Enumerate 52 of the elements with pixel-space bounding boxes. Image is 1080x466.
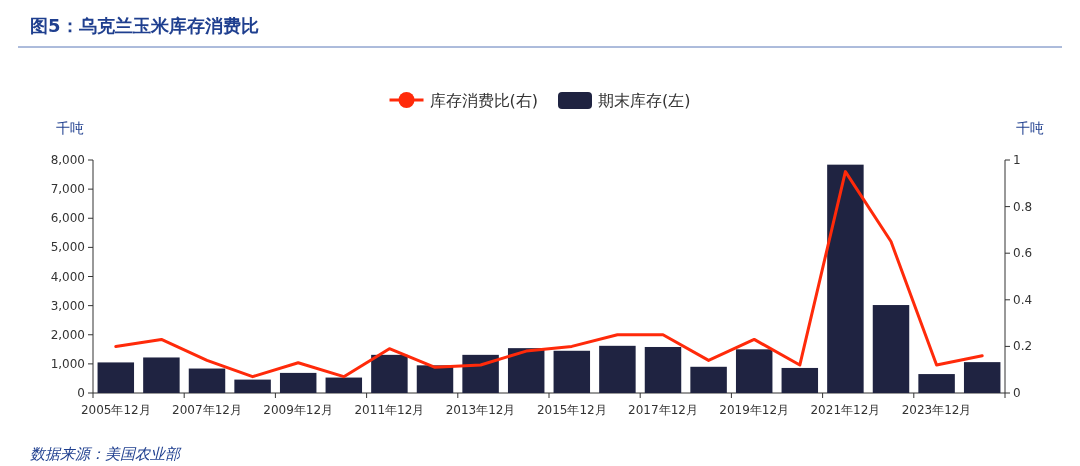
bar: [188, 368, 226, 393]
y-tick-label: 8,000: [50, 153, 85, 167]
x-tick-label: 2021年12月: [810, 403, 881, 417]
bar: [918, 374, 955, 393]
y-tick-label: 3,000: [50, 298, 85, 313]
y2-tick-label: 0.4: [1013, 292, 1033, 307]
bar: [371, 354, 408, 393]
y2-axis-title: 千吨: [1016, 120, 1044, 136]
bar: [143, 357, 180, 393]
x-tick-label: 2023年12月: [901, 403, 972, 417]
y-tick-label: 1,000: [50, 356, 85, 371]
x-tick-label: 2017年12月: [628, 403, 698, 417]
y-tick-label: 0: [77, 386, 85, 400]
bar: [234, 379, 271, 393]
x-tick-label: 2009年12月: [263, 403, 334, 417]
bar: [690, 366, 727, 393]
bar: [872, 305, 910, 393]
y2-tick-label: 1: [1013, 153, 1021, 167]
bar: [325, 377, 363, 393]
bar: [279, 372, 317, 393]
x-tick-label: 2015年12月: [536, 403, 607, 417]
x-tick-label: 2005年12月: [80, 403, 151, 417]
bar: [781, 367, 819, 393]
bar: [553, 350, 591, 393]
y2-tick-label: 0.8: [1013, 199, 1033, 214]
legend-label: 库存消费比(右): [429, 91, 538, 110]
bar: [507, 348, 545, 393]
y2-tick-label: 0: [1013, 386, 1021, 400]
bar: [462, 354, 499, 393]
bar: [599, 345, 636, 393]
y-tick-label: 6,000: [50, 211, 85, 226]
bar: [97, 362, 135, 393]
chart-title: 图5：乌克兰玉米库存消费比: [30, 15, 259, 36]
line-series: [114, 170, 984, 379]
x-tick-label: 2013年12月: [445, 403, 516, 417]
x-tick-label: 2011年12月: [354, 403, 425, 417]
bar: [963, 362, 1001, 393]
bar: [735, 349, 773, 393]
y-tick-label: 4,000: [50, 269, 85, 284]
bar: [416, 365, 454, 393]
y-tick-label: 7,000: [50, 182, 85, 197]
y-tick-label: 2,000: [50, 327, 85, 342]
y2-tick-label: 0.2: [1013, 339, 1033, 354]
y-axis-title: 千吨: [56, 120, 84, 136]
legend-label: 期末库存(左): [598, 91, 691, 110]
x-tick-label: 2007年12月: [172, 403, 242, 417]
bar: [827, 164, 864, 393]
bar: [644, 346, 682, 393]
x-tick-label: 2019年12月: [719, 403, 790, 417]
source-note: 数据来源：美国农业部: [30, 445, 182, 463]
y-tick-label: 5,000: [50, 240, 85, 255]
y2-tick-label: 0.6: [1013, 246, 1033, 261]
